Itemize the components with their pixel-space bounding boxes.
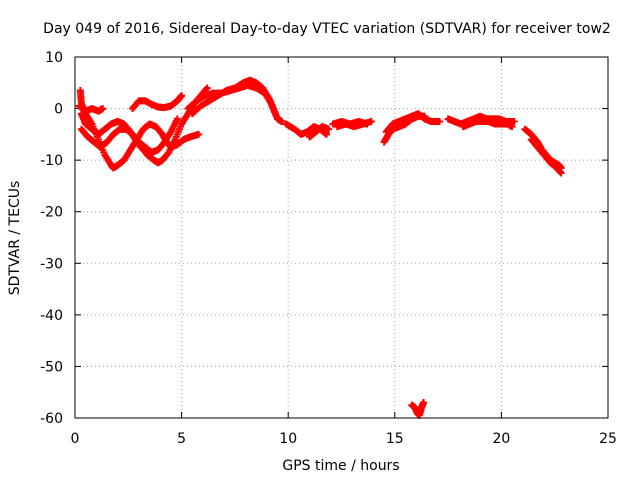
series-arc-d (75, 102, 107, 115)
x-tick-label: 5 (177, 431, 186, 447)
data-point (436, 117, 444, 125)
series-arc-g (184, 81, 279, 118)
x-axis-label: GPS time / hours (282, 458, 399, 474)
data-point (510, 117, 518, 125)
data-point (325, 125, 333, 133)
data-point (173, 115, 181, 123)
series-arc-q (521, 125, 565, 172)
y-tick-label: -10 (40, 153, 63, 169)
data-point (203, 84, 211, 92)
data-point (508, 123, 516, 131)
x-tick-label: 15 (386, 431, 404, 447)
series-arc-p (459, 117, 516, 131)
x-tick-label: 25 (599, 431, 617, 447)
data-point (178, 92, 186, 100)
series-arc-h (282, 120, 331, 138)
grid (75, 57, 608, 418)
x-tick-label: 10 (279, 431, 297, 447)
data-point (271, 110, 279, 118)
tick-labels: 0 5 10 15 20 25 10 0 -10 -20 -30 -40 -50 -60 (40, 50, 617, 447)
data-point (278, 117, 286, 125)
chart-title: Day 049 of 2016, Sidereal Day-to-day VTE… (43, 21, 611, 37)
series-arc-k (333, 117, 375, 131)
y-tick-label: -30 (40, 256, 63, 272)
y-axis-label: SDTVAR / TECUs (7, 181, 23, 296)
y-tick-label: -20 (40, 205, 63, 221)
series-arc-e (129, 92, 186, 113)
data-point (557, 169, 565, 177)
series-arc-c (77, 115, 181, 156)
series-arc-i (306, 123, 333, 141)
x-tick-label: 0 (71, 431, 80, 447)
data-point (195, 130, 203, 138)
y-tick-label: 10 (45, 50, 63, 66)
y-tick-label: -60 (40, 411, 63, 427)
data-point (323, 130, 331, 138)
data-point (420, 399, 428, 407)
y-tick-label: -40 (40, 308, 63, 324)
series-arc-r (527, 136, 565, 177)
data-point (202, 85, 210, 93)
y-tick-label: -50 (40, 359, 63, 375)
data-point (367, 117, 375, 125)
data-points (75, 76, 565, 419)
x-tick-label: 20 (492, 431, 510, 447)
y-tick-label: 0 (54, 102, 63, 118)
series-arc-n (408, 399, 428, 419)
data-point (99, 105, 107, 113)
axis-ticks (74, 56, 609, 419)
series-arc-m (382, 110, 444, 136)
plot-frame (74, 56, 609, 419)
